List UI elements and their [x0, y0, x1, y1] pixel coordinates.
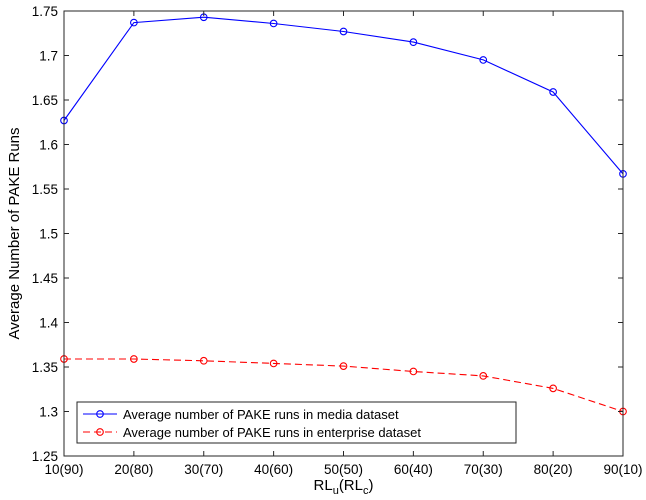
y-tick-label: 1.6 [39, 138, 58, 153]
x-axis-title-subscript-c: c [363, 485, 369, 497]
x-tick-label: 90(10) [603, 462, 642, 477]
y-tick-label: 1.75 [32, 4, 58, 19]
x-axis-title: RLu(RLc) [314, 477, 374, 497]
x-tick-label: 40(60) [254, 462, 293, 477]
x-axis-title-middle: (RL [339, 477, 363, 494]
x-tick-label: 70(30) [464, 462, 503, 477]
data-point [409, 367, 418, 376]
y-tick-label: 1.4 [39, 316, 58, 331]
x-axis-title-base: RL [314, 477, 333, 494]
data-point [479, 372, 488, 380]
series-line [63, 16, 624, 175]
data-point [409, 38, 418, 47]
y-tick-label: 1.7 [39, 49, 58, 64]
x-axis-title-subscript-u: u [333, 485, 339, 497]
legend-marker-media [96, 410, 104, 418]
legend-marker-enterprise [96, 428, 104, 436]
x-tick-label: 20(80) [114, 462, 153, 477]
data-point [549, 384, 557, 393]
y-tick-label: 1.35 [32, 360, 58, 375]
y-tick-label: 1.55 [32, 182, 58, 197]
data-point [130, 355, 138, 363]
data-point [339, 362, 348, 370]
x-axis-title-end: ) [368, 477, 373, 494]
legend-label-enterprise: Average number of PAKE runs in enterpris… [123, 425, 421, 440]
plot-marks [60, 13, 627, 416]
data-point [269, 19, 278, 28]
legend-label-media: Average number of PAKE runs in media dat… [123, 407, 399, 422]
data-point [339, 27, 348, 36]
x-tick-label: 60(40) [394, 462, 433, 477]
axes: 1.25 1.3 1.35 1.4 1.45 1.5 1.55 1.6 1.65 1.7 1.75 1… [32, 4, 643, 477]
data-point [130, 18, 138, 27]
x-tick-label: 50(50) [324, 462, 363, 477]
data-point [479, 56, 488, 64]
data-point [549, 88, 557, 96]
legend: Average number of PAKE runs in media dat… [76, 401, 517, 444]
series-line [64, 358, 624, 413]
x-tick-label: 80(20) [534, 462, 573, 477]
y-tick-label: 1.65 [32, 93, 58, 108]
series-0 [60, 13, 627, 178]
data-point [199, 356, 208, 365]
data-point [269, 359, 278, 368]
y-tick-label: 1.3 [39, 405, 58, 420]
plot-area-frame [63, 10, 624, 457]
y-tick-label: 1.5 [39, 227, 58, 242]
y-axis-title: Average Number of PAKE Runs [6, 127, 23, 339]
legend-box [76, 401, 517, 444]
y-tick-label: 1.25 [32, 449, 58, 464]
x-tick-label: 10(90) [44, 462, 83, 477]
y-tick-label: 1.45 [32, 271, 58, 286]
x-tick-label: 30(70) [184, 462, 223, 477]
